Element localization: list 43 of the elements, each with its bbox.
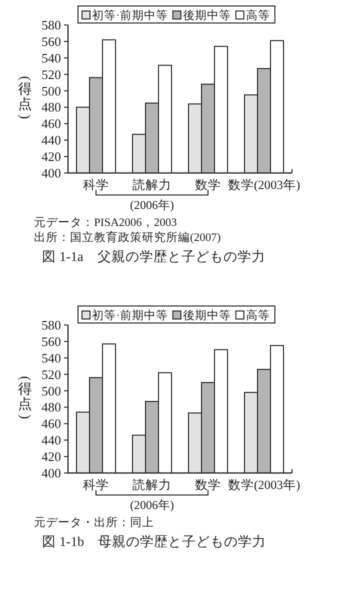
text: 出所：国立教育政策研究所編(2007) xyxy=(34,230,221,244)
text: 元データ・出所：同上 xyxy=(34,516,154,529)
text: 元データ：PISA2006，2003 xyxy=(34,216,178,229)
y-axis-title: (得点) xyxy=(17,76,32,120)
y-tick-label: 500 xyxy=(42,83,61,98)
x-tick-label: 数学 xyxy=(195,478,221,492)
y-tick-label: 560 xyxy=(42,334,61,349)
y-tick-label: 540 xyxy=(42,350,61,366)
y-tick-label: 520 xyxy=(42,366,61,382)
x-tick-label: 数学(2003年) xyxy=(228,178,300,192)
y-tick-label: 440 xyxy=(42,432,61,448)
legend-label: 後期中等 xyxy=(182,309,231,322)
x-tick-label: 科学 xyxy=(83,478,109,492)
y-tick-label: 400 xyxy=(42,166,61,180)
y-tick-label: 460 xyxy=(42,416,61,432)
y-tick-label: 480 xyxy=(42,400,61,415)
legend-label: 後期中等 xyxy=(182,9,231,22)
legend-label: 高等 xyxy=(246,308,270,322)
x-tick-label: 読解力 xyxy=(132,478,172,492)
y-tick-label: 480 xyxy=(42,100,61,115)
text: (2006年) xyxy=(130,498,174,512)
x-tick-label: 数学 xyxy=(195,178,221,192)
x-tick-label: 読解力 xyxy=(132,178,172,192)
y-tick-label: 420 xyxy=(42,149,61,164)
x-tick-label: 数学(2003年) xyxy=(228,478,300,492)
y-axis-title: (得点) xyxy=(17,376,32,420)
y-tick-label: 420 xyxy=(42,449,61,464)
y-tick-label: 440 xyxy=(42,132,61,148)
text: 図 1-1a 父親の学歴と子どもの学力 xyxy=(42,249,266,264)
y-tick-label: 580 xyxy=(42,318,61,332)
y-tick-label: 500 xyxy=(42,383,61,398)
text: (2006年) xyxy=(130,198,174,212)
y-tick-label: 520 xyxy=(42,66,61,82)
legend-label: 高等 xyxy=(246,8,270,22)
legend-label: 初等·前期中等 xyxy=(92,308,168,322)
x-tick-label: 科学 xyxy=(83,178,109,192)
legend-label: 初等·前期中等 xyxy=(92,8,168,22)
y-tick-label: 560 xyxy=(42,34,61,49)
y-tick-label: 580 xyxy=(42,18,61,32)
y-tick-label: 460 xyxy=(42,116,61,132)
y-tick-label: 540 xyxy=(42,50,61,66)
y-tick-label: 400 xyxy=(42,466,61,480)
text: 図 1-1b 母親の学歴と子どもの学力 xyxy=(42,534,266,549)
